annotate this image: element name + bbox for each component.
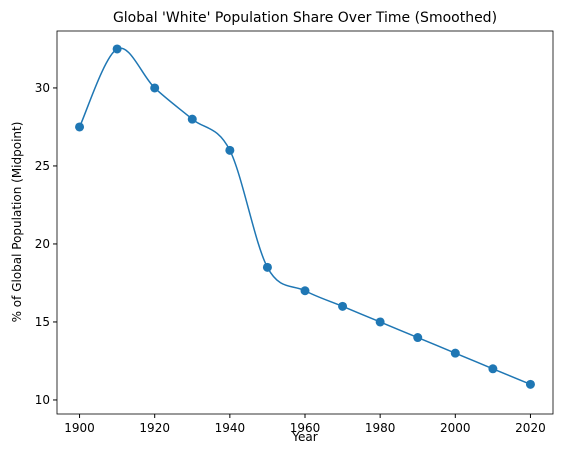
x-tick-label: 1920: [139, 421, 170, 435]
data-point: [375, 317, 385, 327]
data-point: [525, 379, 535, 389]
y-axis-label: % of Global Population (Midpoint): [10, 122, 24, 323]
data-point: [413, 333, 423, 343]
y-tick-label: 25: [35, 159, 50, 173]
data-point: [300, 286, 310, 296]
data-point: [450, 348, 460, 358]
plot-frame: [56, 30, 554, 415]
data-point: [488, 364, 498, 374]
y-tick-label: 20: [35, 237, 50, 251]
y-tick-label: 30: [35, 81, 50, 95]
x-tick-label: 1900: [64, 421, 95, 435]
y-tick-label: 10: [35, 393, 50, 407]
y-tick-label: 15: [35, 315, 50, 329]
series-line: [78, 47, 531, 386]
data-point: [187, 114, 197, 124]
data-point: [150, 83, 160, 93]
chart-title: Global 'White' Population Share Over Tim…: [113, 10, 497, 26]
data-point: [262, 262, 272, 272]
x-tick-label: 1980: [365, 421, 396, 435]
data-point: [225, 145, 235, 155]
x-tick-label: 1960: [290, 421, 321, 435]
x-tick-label: 2000: [440, 421, 471, 435]
data-point: [112, 44, 122, 54]
data-point: [75, 122, 85, 132]
data-point: [338, 301, 348, 311]
x-tick-label: 1940: [215, 421, 246, 435]
x-axis-label: Year: [291, 430, 317, 444]
x-tick-label: 2020: [515, 421, 546, 435]
